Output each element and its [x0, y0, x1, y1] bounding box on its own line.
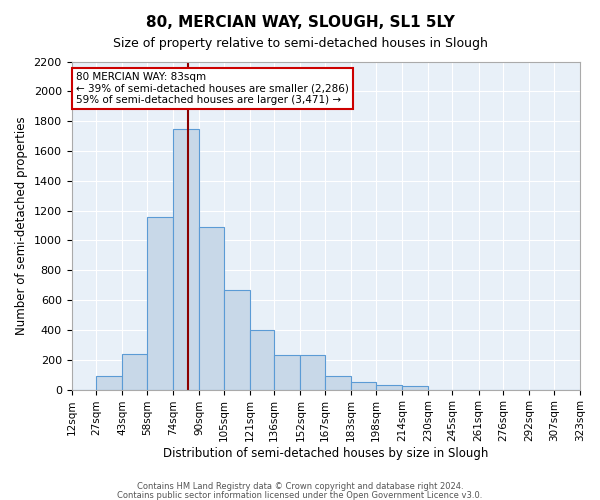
Text: Contains public sector information licensed under the Open Government Licence v3: Contains public sector information licen…: [118, 490, 482, 500]
Bar: [96, 376, 122, 390]
Text: 80 MERCIAN WAY: 83sqm
← 39% of semi-detached houses are smaller (2,286)
59% of s: 80 MERCIAN WAY: 83sqm ← 39% of semi-deta…: [76, 72, 349, 105]
Bar: [122, 354, 147, 390]
Bar: [402, 386, 428, 390]
Bar: [325, 376, 351, 390]
Bar: [224, 290, 250, 390]
Bar: [250, 330, 274, 390]
Bar: [173, 128, 199, 390]
Bar: [274, 354, 301, 390]
Y-axis label: Number of semi-detached properties: Number of semi-detached properties: [15, 116, 28, 335]
Bar: [301, 354, 325, 390]
X-axis label: Distribution of semi-detached houses by size in Slough: Distribution of semi-detached houses by …: [163, 447, 488, 460]
Text: 80, MERCIAN WAY, SLOUGH, SL1 5LY: 80, MERCIAN WAY, SLOUGH, SL1 5LY: [146, 15, 454, 30]
Bar: [376, 385, 402, 390]
Bar: [199, 227, 224, 390]
Text: Size of property relative to semi-detached houses in Slough: Size of property relative to semi-detach…: [113, 38, 487, 51]
Bar: [147, 216, 173, 390]
Text: Contains HM Land Registry data © Crown copyright and database right 2024.: Contains HM Land Registry data © Crown c…: [137, 482, 463, 491]
Bar: [351, 382, 376, 390]
